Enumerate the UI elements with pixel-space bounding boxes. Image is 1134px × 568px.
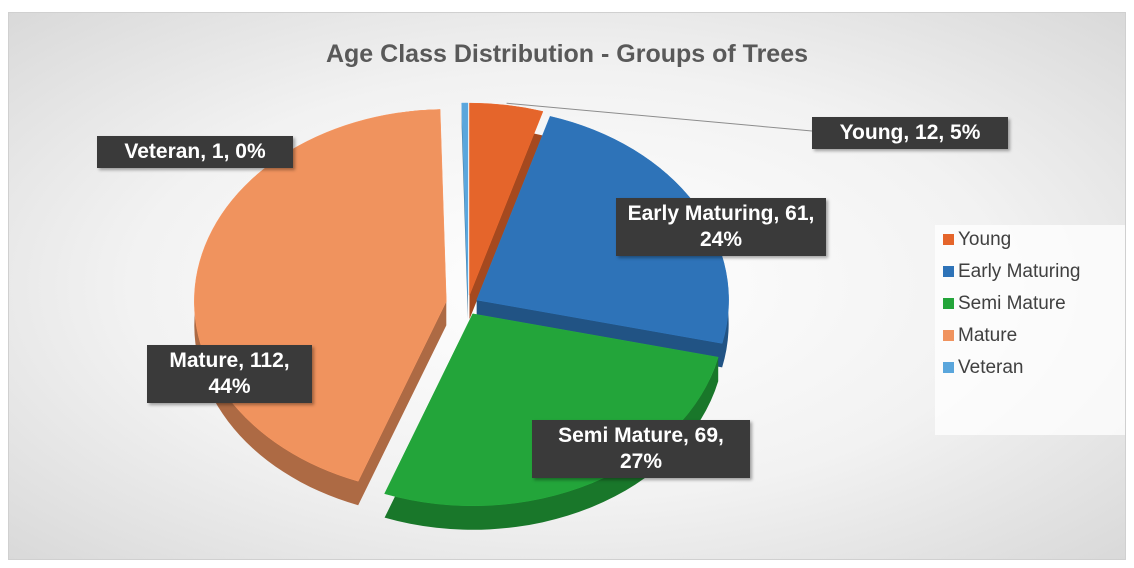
legend-swatch xyxy=(943,266,954,277)
legend-swatch xyxy=(943,362,954,373)
legend-item: Semi Mature xyxy=(943,293,1066,315)
slice xyxy=(469,102,544,296)
data-label: Mature, 112, 44% xyxy=(147,345,312,403)
leader-line xyxy=(506,102,813,132)
legend-label: Veteran xyxy=(958,357,1024,378)
data-label: Veteran, 1, 0% xyxy=(97,136,293,168)
data-label: Young, 12, 5% xyxy=(812,117,1008,149)
data-label: Semi Mature, 69, 27% xyxy=(532,420,750,478)
legend-swatch xyxy=(943,298,954,309)
legend-item: Young xyxy=(943,229,1011,251)
legend-swatch xyxy=(943,330,954,341)
legend-label: Early Maturing xyxy=(958,261,1081,282)
legend-item: Early Maturing xyxy=(943,261,1081,283)
legend-item: Veteran xyxy=(943,357,1024,379)
legend-label: Semi Mature xyxy=(958,293,1066,314)
data-label: Early Maturing, 61, 24% xyxy=(616,198,826,256)
legend-label: Mature xyxy=(958,325,1018,346)
slice xyxy=(461,102,469,296)
chart-title: Age Class Distribution - Groups of Trees xyxy=(326,40,808,68)
legend-item: Mature xyxy=(943,325,1017,347)
legend: Young Early Maturing Semi Mature Mature Vete… xyxy=(935,225,1125,435)
legend-swatch xyxy=(943,234,954,245)
legend-label: Young xyxy=(958,229,1012,250)
